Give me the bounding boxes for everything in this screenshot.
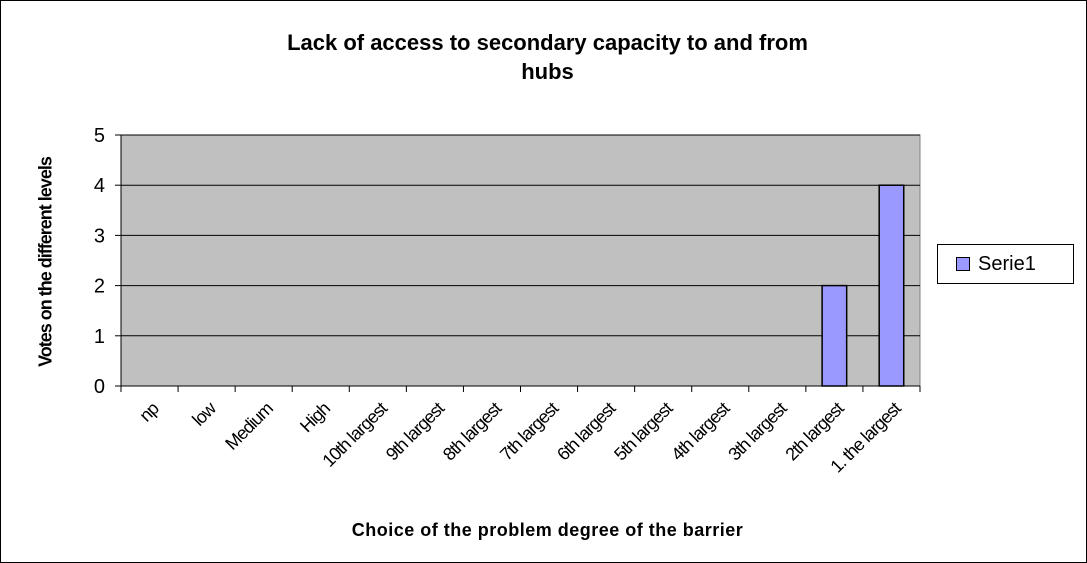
y-tick-label: 5: [94, 125, 105, 147]
chart-title-line-2: hubs: [521, 59, 574, 84]
legend-label-serie1: Serie1: [978, 252, 1036, 275]
y-axis-label: Votes on the different levels: [35, 157, 56, 367]
y-tick-label: 4: [94, 175, 105, 197]
y-tick-label: 2: [94, 276, 105, 298]
x-tick-label: Medium: [221, 399, 276, 454]
chart-title-line-1: Lack of access to secondary capacity to …: [287, 30, 808, 55]
x-tick-label: 5th largest: [610, 398, 677, 465]
x-tick-label: 3th largest: [724, 398, 791, 465]
bars: [821, 184, 905, 387]
x-tick-label: np: [135, 398, 163, 426]
bar-13: [821, 284, 848, 387]
bar-14: [878, 184, 905, 387]
y-tick-label: 3: [94, 225, 105, 247]
y-axis: 0 1 2 3 4 5: [94, 125, 122, 398]
x-tick-label: 4th largest: [667, 398, 734, 465]
x-tick-label: 9th largest: [382, 398, 449, 465]
legend-swatch: [956, 257, 970, 271]
x-tick-label: 8th largest: [439, 398, 506, 465]
x-tick-label: High: [296, 399, 333, 436]
x-tick-label: 7th largest: [496, 398, 563, 465]
legend: Serie1: [937, 244, 1074, 284]
y-tick-label: 1: [94, 326, 105, 348]
x-tick-label: 6th largest: [553, 398, 620, 465]
x-axis-label: Choice of the problem degree of the barr…: [351, 520, 744, 540]
grid-lines: [121, 134, 920, 337]
plot-area: [120, 134, 921, 387]
x-tick-label: low: [188, 397, 221, 430]
y-tick-label: 0: [94, 376, 105, 398]
